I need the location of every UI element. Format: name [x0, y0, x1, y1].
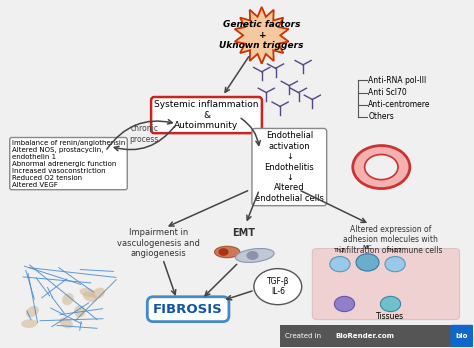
Text: Impairment in
vasculogenesis and
angiogenesis: Impairment in vasculogenesis and angioge… [117, 228, 200, 258]
Text: EMT: EMT [232, 228, 255, 238]
FancyBboxPatch shape [450, 325, 474, 347]
Text: MC: MC [363, 245, 373, 250]
FancyBboxPatch shape [312, 248, 459, 319]
Text: Th17: Th17 [387, 248, 403, 253]
Circle shape [219, 248, 228, 256]
Circle shape [353, 145, 410, 189]
Text: Anti-centromere: Anti-centromere [368, 100, 431, 109]
Polygon shape [235, 7, 289, 64]
Text: Th2: Th2 [334, 248, 346, 253]
Text: Tissues: Tissues [376, 311, 405, 321]
Ellipse shape [83, 292, 97, 302]
Text: Anti-RNA pol-III: Anti-RNA pol-III [368, 76, 427, 85]
Circle shape [246, 251, 258, 260]
Circle shape [380, 296, 401, 311]
Ellipse shape [26, 306, 39, 317]
Text: Imbalance of renin/angiothensin
Altered NOS, prostacyclin,
endothelin 1
Abnormal: Imbalance of renin/angiothensin Altered … [12, 140, 125, 188]
Text: bio: bio [456, 333, 468, 339]
Ellipse shape [21, 319, 37, 328]
Circle shape [365, 155, 398, 180]
Ellipse shape [59, 317, 73, 329]
Ellipse shape [236, 248, 274, 262]
Text: Anti Scl70: Anti Scl70 [368, 88, 407, 97]
Text: Genetic factors
+
Uknown triggers: Genetic factors + Uknown triggers [219, 21, 304, 50]
Text: Systemic inflammation
&
Autoimmunity: Systemic inflammation & Autoimmunity [154, 100, 259, 130]
Ellipse shape [74, 306, 85, 317]
Text: TGF-β
IL-6: TGF-β IL-6 [266, 277, 289, 296]
Text: Endothelial
activation
↓
Endothelitis
↓
Altered
endothelial cells: Endothelial activation ↓ Endothelitis ↓ … [255, 131, 324, 203]
Ellipse shape [92, 287, 105, 299]
Circle shape [254, 269, 302, 304]
FancyBboxPatch shape [280, 325, 474, 347]
Text: chronic
process: chronic process [130, 125, 159, 144]
Circle shape [334, 296, 355, 311]
Circle shape [385, 256, 405, 272]
Text: Altered expression of
adhesion molecules with
infiltration of immune cells: Altered expression of adhesion molecules… [339, 225, 442, 255]
Ellipse shape [215, 246, 240, 258]
Text: BioRender.com: BioRender.com [335, 333, 394, 339]
Ellipse shape [80, 288, 95, 297]
Text: FIBROSIS: FIBROSIS [153, 303, 223, 316]
Circle shape [356, 254, 379, 271]
Ellipse shape [62, 293, 74, 305]
Text: Created in: Created in [285, 333, 323, 339]
Text: Others: Others [368, 112, 394, 121]
Circle shape [330, 256, 350, 272]
